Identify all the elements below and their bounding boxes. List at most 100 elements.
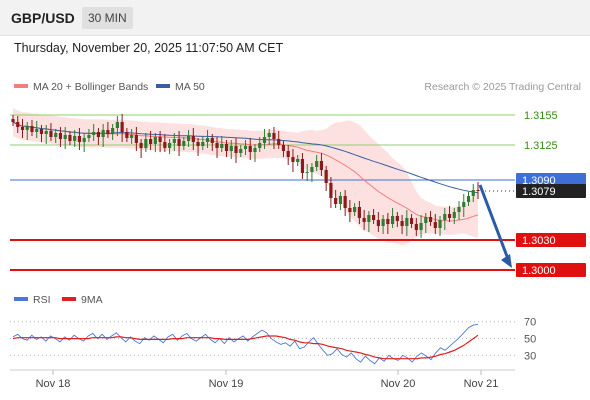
candle-body xyxy=(381,219,385,226)
candle-body xyxy=(196,142,200,146)
legend-label: 9MA xyxy=(81,294,103,306)
candle-body xyxy=(409,218,414,224)
candle-body xyxy=(172,139,176,143)
candle-body xyxy=(433,222,437,228)
level-label: 1.3000 xyxy=(522,265,556,277)
candle-body xyxy=(414,224,418,230)
candle-body xyxy=(73,136,77,141)
candle-body xyxy=(210,138,214,143)
candle-body xyxy=(319,161,324,170)
candle-body xyxy=(215,143,219,148)
candle-body xyxy=(11,119,15,122)
candle-body xyxy=(63,135,67,139)
candle-body xyxy=(462,202,466,207)
candle-body xyxy=(281,145,286,151)
candle-body xyxy=(372,215,376,220)
candle-body xyxy=(229,146,233,151)
candle-body xyxy=(419,223,423,230)
candle-body xyxy=(101,130,105,137)
x-tick-label: Nov 20 xyxy=(381,378,416,390)
candle-body xyxy=(248,146,252,152)
forecast-arrowhead xyxy=(501,254,512,268)
candle-body xyxy=(305,172,309,173)
candle-body xyxy=(144,139,148,148)
legend-label: MA 50 xyxy=(175,81,205,93)
candle-body xyxy=(49,131,53,137)
candle-body xyxy=(68,135,72,141)
candle-body xyxy=(35,129,39,132)
bollinger-band xyxy=(13,108,478,246)
candle-body xyxy=(438,220,442,228)
level-label: 1.3155 xyxy=(524,110,558,122)
candle-body xyxy=(54,133,58,137)
candle-body xyxy=(191,136,195,142)
level-tag xyxy=(516,233,586,247)
candle-body xyxy=(243,146,248,149)
legend-label: RSI xyxy=(33,294,51,306)
legend-swatch-rsi xyxy=(14,297,28,301)
x-tick-label: Nov 19 xyxy=(209,378,244,390)
candle-body xyxy=(44,131,48,134)
candle-body xyxy=(300,159,305,173)
candle-body xyxy=(338,196,342,204)
candle-body xyxy=(111,128,115,134)
candle-body xyxy=(258,143,262,148)
timeframe-button[interactable]: 30 MIN xyxy=(82,7,133,29)
candle-body xyxy=(220,144,224,148)
candle-body xyxy=(315,161,319,167)
instrument-label: GBP/USD xyxy=(11,10,75,26)
header-bar: GBP/USD 30 MIN xyxy=(0,0,590,36)
candle-body xyxy=(424,217,428,223)
candle-body xyxy=(296,159,300,162)
candle-body xyxy=(115,122,119,128)
legend-label: MA 20 + Bollinger Bands xyxy=(33,81,148,93)
candle-body xyxy=(87,135,91,138)
candle-body xyxy=(443,214,447,220)
candle-body xyxy=(267,133,271,137)
candle-body xyxy=(376,220,380,226)
candle-body xyxy=(163,142,167,148)
candle-body xyxy=(395,216,399,221)
candle-body xyxy=(139,143,143,148)
candle-body xyxy=(234,146,238,153)
candle-body xyxy=(471,190,475,196)
legend-swatch-ma50 xyxy=(156,84,170,88)
candle-body xyxy=(149,139,153,144)
ma50-line xyxy=(12,121,479,194)
candle-body xyxy=(96,132,101,137)
candle-body xyxy=(130,135,134,138)
candle-body xyxy=(447,214,452,218)
credit-text: Research © 2025 Trading Central xyxy=(424,81,581,93)
level-label: 1.3030 xyxy=(522,235,556,247)
level-label: 1.3079 xyxy=(522,186,556,198)
candle-body xyxy=(125,132,129,138)
candle-body xyxy=(16,122,20,127)
candle-body xyxy=(277,139,281,145)
legend-swatch-ma20 xyxy=(14,84,28,88)
candle-body xyxy=(92,132,96,135)
level-tag xyxy=(516,173,586,187)
rsi-line xyxy=(12,323,479,365)
candle-body xyxy=(82,138,86,142)
rsi-tick-label: 50 xyxy=(524,334,536,346)
candle-body xyxy=(205,138,210,142)
x-tick-label: Nov 18 xyxy=(36,378,71,390)
candle-body xyxy=(291,157,295,162)
candle-body xyxy=(386,219,390,224)
candle-body xyxy=(30,126,34,132)
candle-body xyxy=(106,130,110,134)
candle-body xyxy=(452,212,456,218)
candle-body xyxy=(158,137,162,142)
candle-body xyxy=(476,190,480,191)
chart-timestamp: Thursday, November 20, 2025 11:07:50 AM … xyxy=(14,41,284,55)
candle-body xyxy=(324,170,328,183)
candle-body xyxy=(224,144,229,151)
candle-body xyxy=(186,136,191,141)
candle-body xyxy=(58,133,63,139)
candle-body xyxy=(343,196,347,208)
candle-body xyxy=(329,183,333,198)
candle-body xyxy=(286,151,290,157)
candle-body xyxy=(253,148,257,152)
candle-body xyxy=(457,207,461,212)
